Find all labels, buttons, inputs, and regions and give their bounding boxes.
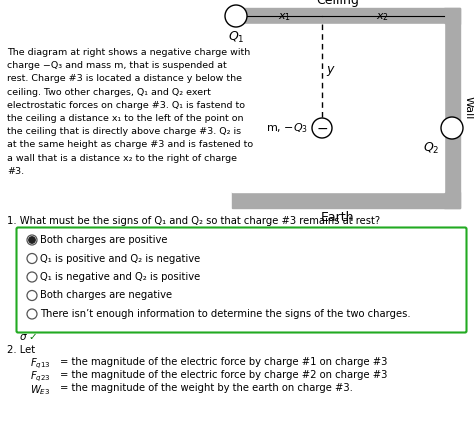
Text: Q₁ is positive and Q₂ is negative: Q₁ is positive and Q₂ is negative — [40, 253, 200, 264]
Circle shape — [225, 5, 247, 27]
Circle shape — [312, 118, 332, 138]
Bar — [232, 24, 444, 192]
Text: charge −Q₃ and mass m, that is suspended at: charge −Q₃ and mass m, that is suspended… — [7, 61, 227, 70]
Text: = the magnitude of the weight by the earth on charge #3.: = the magnitude of the weight by the ear… — [60, 383, 353, 393]
Text: $F_{q13}$: $F_{q13}$ — [30, 357, 51, 371]
Circle shape — [441, 117, 463, 139]
Text: the ceiling that is directly above charge #3. Q₂ is: the ceiling that is directly above charg… — [7, 127, 241, 136]
Text: electrostatic forces on charge #3. Q₁ is fastend to: electrostatic forces on charge #3. Q₁ is… — [7, 101, 245, 110]
Text: Both charges are negative: Both charges are negative — [40, 290, 172, 301]
Text: 1. What must be the signs of Q₁ and Q₂ so that charge #3 remains at rest?: 1. What must be the signs of Q₁ and Q₂ s… — [7, 216, 380, 226]
Text: Earth: Earth — [321, 211, 355, 224]
Text: 2. Let: 2. Let — [7, 345, 35, 355]
Text: = the magnitude of the electric force by charge #1 on charge #3: = the magnitude of the electric force by… — [60, 357, 387, 367]
Text: the ceiling a distance x₁ to the left of the point on: the ceiling a distance x₁ to the left of… — [7, 114, 244, 123]
Circle shape — [27, 290, 37, 301]
Text: σ: σ — [20, 332, 27, 342]
Text: The diagram at right shows a negative charge with: The diagram at right shows a negative ch… — [7, 48, 250, 57]
Circle shape — [27, 309, 37, 319]
Circle shape — [29, 237, 35, 243]
Text: $y$: $y$ — [326, 64, 336, 78]
Bar — [232, 192, 460, 208]
Text: $F_{q23}$: $F_{q23}$ — [30, 370, 51, 384]
Text: at the same height as charge #3 and is fastened to: at the same height as charge #3 and is f… — [7, 140, 253, 149]
Circle shape — [27, 272, 37, 282]
Text: ✓: ✓ — [28, 332, 37, 342]
Text: Both charges are positive: Both charges are positive — [40, 235, 167, 245]
Text: rest. Charge #3 is located a distance y below the: rest. Charge #3 is located a distance y … — [7, 75, 242, 83]
Text: $Q_2$: $Q_2$ — [422, 141, 439, 156]
Text: $-$: $-$ — [316, 121, 328, 135]
FancyBboxPatch shape — [17, 227, 466, 333]
Text: Q₁ is negative and Q₂ is positive: Q₁ is negative and Q₂ is positive — [40, 272, 200, 282]
Bar — [444, 8, 460, 208]
Text: There isn’t enough information to determine the signs of the two charges.: There isn’t enough information to determ… — [40, 309, 410, 319]
Text: $x_2$: $x_2$ — [376, 11, 390, 23]
Text: Wall: Wall — [464, 96, 474, 120]
Text: $Q_1$: $Q_1$ — [228, 30, 245, 45]
Bar — [232, 8, 460, 24]
Text: ceiling. Two other charges, Q₁ and Q₂ exert: ceiling. Two other charges, Q₁ and Q₂ ex… — [7, 88, 211, 96]
Text: Ceiling: Ceiling — [317, 0, 359, 7]
Text: a wall that is a distance x₂ to the right of charge: a wall that is a distance x₂ to the righ… — [7, 154, 237, 163]
Circle shape — [27, 253, 37, 264]
Circle shape — [27, 235, 37, 245]
Text: m, $-Q_3$: m, $-Q_3$ — [266, 121, 308, 135]
Text: $W_{E3}$: $W_{E3}$ — [30, 383, 50, 397]
Text: = the magnitude of the electric force by charge #2 on charge #3: = the magnitude of the electric force by… — [60, 370, 387, 380]
Text: $x_1$: $x_1$ — [278, 11, 291, 23]
Text: #3.: #3. — [7, 167, 24, 176]
Bar — [232, 8, 233, 24]
